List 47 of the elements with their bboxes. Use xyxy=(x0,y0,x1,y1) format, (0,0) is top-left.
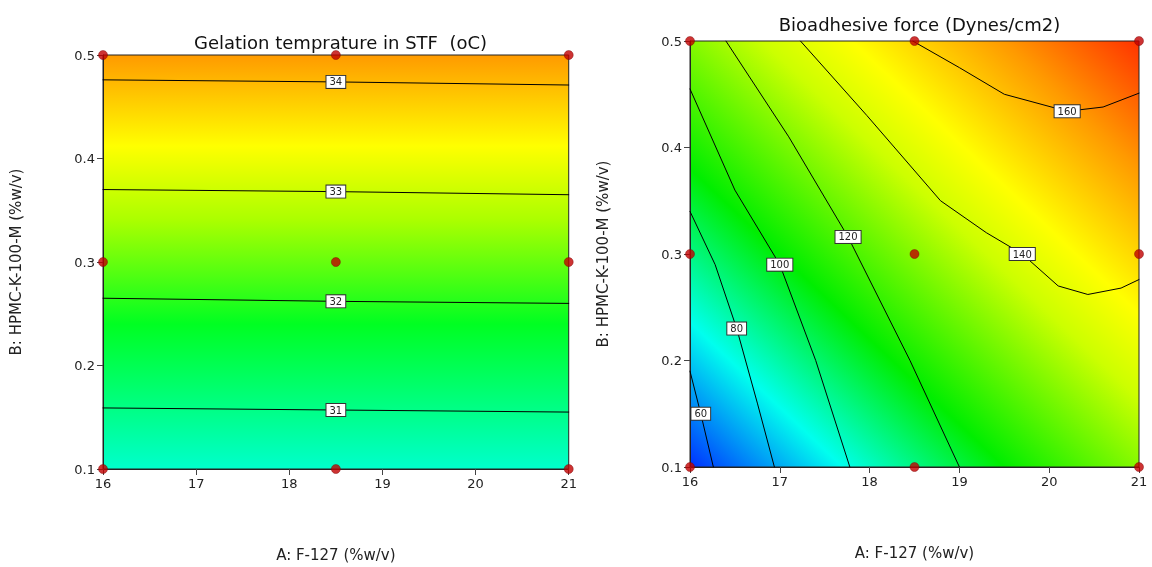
point xyxy=(909,249,920,259)
point xyxy=(331,464,341,474)
x-tick-label: 16 xyxy=(94,476,112,491)
x-tick-label: 21 xyxy=(1130,474,1148,489)
y-tick-label: 0.2 xyxy=(661,353,682,368)
point xyxy=(685,249,695,259)
y-tick-label: 0.4 xyxy=(661,140,682,155)
chart-title: Bioadhesive force (Dynes/cm2) xyxy=(778,13,1061,35)
line-series xyxy=(799,40,1140,295)
point xyxy=(1134,249,1144,259)
y-tick-label: 0.3 xyxy=(74,254,95,270)
x-tick-label: 19 xyxy=(951,474,968,489)
y-tick-label: 0.1 xyxy=(661,459,682,475)
x-tick-label: 20 xyxy=(467,476,484,491)
point xyxy=(98,257,108,267)
x-tick-label: 20 xyxy=(1040,474,1058,489)
x-tick-label: 21 xyxy=(560,476,577,491)
point xyxy=(685,36,695,46)
y-tick-label: 0.3 xyxy=(661,246,682,262)
y-tick-label: 0.5 xyxy=(661,33,682,49)
y-tick-label: 0.2 xyxy=(74,358,95,373)
point xyxy=(563,50,574,60)
y-tick-label: 0.4 xyxy=(74,151,95,166)
point xyxy=(98,50,108,60)
point xyxy=(1134,462,1144,472)
point xyxy=(331,257,341,267)
x-axis-title: A: F-127 (%w/v) xyxy=(854,543,975,562)
point xyxy=(685,462,695,472)
x-tick-label: 17 xyxy=(771,474,789,489)
point xyxy=(909,36,920,46)
x-tick-label: 16 xyxy=(681,474,699,489)
y-axis-title: B: HPMC-K-100-M (%w/v) xyxy=(6,168,25,356)
x-axis-title: A: F-127 (%w/v) xyxy=(276,545,396,564)
point xyxy=(98,464,108,474)
x-tick-label: 18 xyxy=(861,474,878,489)
point xyxy=(563,464,574,474)
point xyxy=(563,257,574,267)
x-tick-label: 18 xyxy=(281,476,298,491)
x-tick-label: 17 xyxy=(187,476,205,491)
line-series xyxy=(725,40,960,468)
chart-title: Gelation temprature in STF (oC) xyxy=(193,31,488,53)
y-tick-label: 0.1 xyxy=(74,461,95,477)
point xyxy=(909,462,920,472)
y-axis-title: B: HPMC-K-100-M (%w/v) xyxy=(593,160,612,348)
y-tick-label: 0.5 xyxy=(74,47,95,63)
x-tick-label: 19 xyxy=(374,476,391,491)
point xyxy=(1134,36,1144,46)
